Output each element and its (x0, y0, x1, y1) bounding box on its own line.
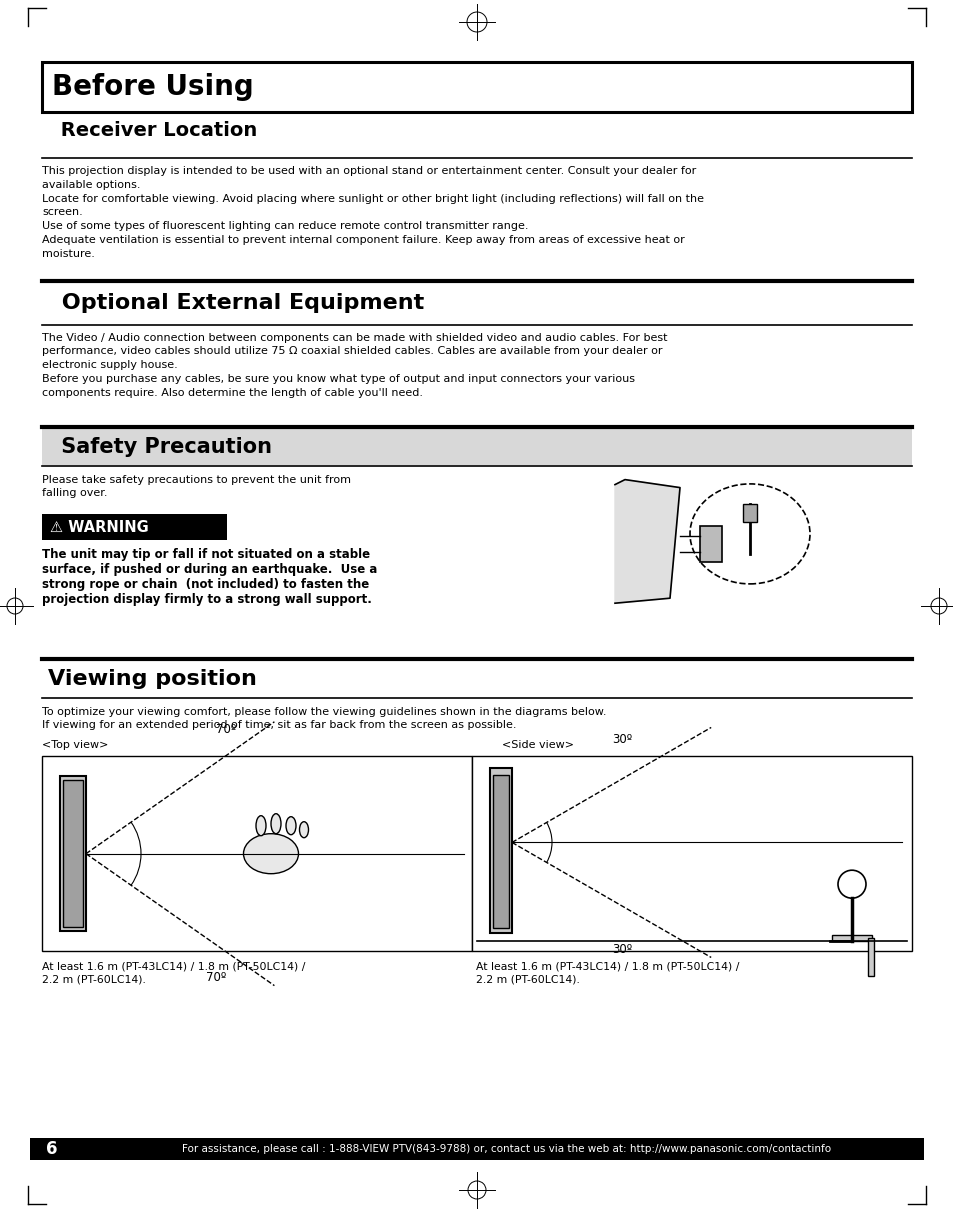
Ellipse shape (243, 834, 298, 874)
Text: <Top view>: <Top view> (42, 741, 109, 750)
Bar (831, 936, 871, 942)
Text: Before Using: Before Using (52, 73, 253, 101)
Text: 70º: 70º (215, 724, 236, 736)
Bar (490, 768, 512, 933)
Text: electronic supply house.: electronic supply house. (42, 360, 177, 370)
Text: 30º: 30º (612, 943, 632, 956)
Ellipse shape (689, 484, 809, 584)
Text: For assistance, please call : 1-888-VIEW PTV(843-9788) or, contact us via the we: For assistance, please call : 1-888-VIEW… (182, 1144, 831, 1154)
Text: Please take safety precautions to prevent the unit from: Please take safety precautions to preven… (42, 475, 351, 485)
Text: The Video / Audio connection between components can be made with shielded video : The Video / Audio connection between com… (42, 332, 667, 343)
Polygon shape (615, 480, 679, 604)
Text: surface, if pushed or during an earthquake.  Use a: surface, if pushed or during an earthqua… (42, 564, 377, 576)
Text: Before you purchase any cables, be sure you know what type of output and input c: Before you purchase any cables, be sure … (42, 375, 635, 384)
Text: projection display firmly to a strong wall support.: projection display firmly to a strong wa… (42, 593, 372, 606)
Bar (42, 514, 227, 541)
Text: Use of some types of fluorescent lighting can reduce remote control transmitter : Use of some types of fluorescent lightin… (42, 222, 528, 231)
Bar (63, 781, 83, 927)
Bar (42, 429, 911, 464)
Bar (42, 756, 472, 951)
Text: Receiver Location: Receiver Location (54, 120, 257, 139)
Bar (742, 504, 757, 522)
Text: Optional External Equipment: Optional External Equipment (54, 292, 424, 313)
Bar (472, 756, 911, 951)
Text: To optimize your viewing comfort, please follow the viewing guidelines shown in : To optimize your viewing comfort, please… (42, 707, 606, 716)
Text: 30º: 30º (612, 733, 632, 745)
Text: The unit may tip or fall if not situated on a stable: The unit may tip or fall if not situated… (42, 548, 370, 561)
Text: At least 1.6 m (PT-43LC14) / 1.8 m (PT-50LC14) /: At least 1.6 m (PT-43LC14) / 1.8 m (PT-5… (476, 961, 739, 971)
Text: If viewing for an extended period of time, sit as far back from the screen as po: If viewing for an extended period of tim… (42, 720, 516, 731)
Text: Adequate ventilation is essential to prevent internal component failure. Keep aw: Adequate ventilation is essential to pre… (42, 235, 684, 245)
Text: available options.: available options. (42, 179, 140, 190)
Bar (42, 62, 911, 112)
Bar (60, 776, 86, 931)
Text: 2.2 m (PT-60LC14).: 2.2 m (PT-60LC14). (42, 974, 146, 984)
Text: Viewing position: Viewing position (48, 669, 256, 688)
Text: performance, video cables should utilize 75 Ω coaxial shielded cables. Cables ar: performance, video cables should utilize… (42, 347, 661, 356)
Ellipse shape (255, 816, 266, 836)
Text: 6: 6 (46, 1140, 58, 1157)
Text: Locate for comfortable viewing. Avoid placing where sunlight or other bright lig: Locate for comfortable viewing. Avoid pl… (42, 194, 703, 204)
Ellipse shape (299, 822, 308, 837)
Bar (867, 938, 873, 976)
Ellipse shape (286, 817, 295, 835)
Text: moisture.: moisture. (42, 248, 94, 259)
Text: At least 1.6 m (PT-43LC14) / 1.8 m (PT-50LC14) /: At least 1.6 m (PT-43LC14) / 1.8 m (PT-5… (42, 961, 305, 971)
Text: 70º: 70º (206, 971, 226, 984)
Ellipse shape (271, 813, 281, 834)
Text: components require. Also determine the length of cable you'll need.: components require. Also determine the l… (42, 388, 422, 398)
Bar (700, 526, 721, 562)
Text: 2.2 m (PT-60LC14).: 2.2 m (PT-60LC14). (476, 974, 579, 984)
Text: Safety Precaution: Safety Precaution (54, 436, 272, 457)
Bar (30, 1138, 923, 1160)
Bar (493, 776, 509, 928)
Text: ⚠ WARNING: ⚠ WARNING (50, 520, 149, 534)
Text: falling over.: falling over. (42, 488, 108, 498)
Text: strong rope or chain  (not included) to fasten the: strong rope or chain (not included) to f… (42, 578, 369, 591)
Text: This projection display is intended to be used with an optional stand or enterta: This projection display is intended to b… (42, 166, 696, 176)
Text: screen.: screen. (42, 207, 83, 217)
Text: <Side view>: <Side view> (501, 741, 574, 750)
